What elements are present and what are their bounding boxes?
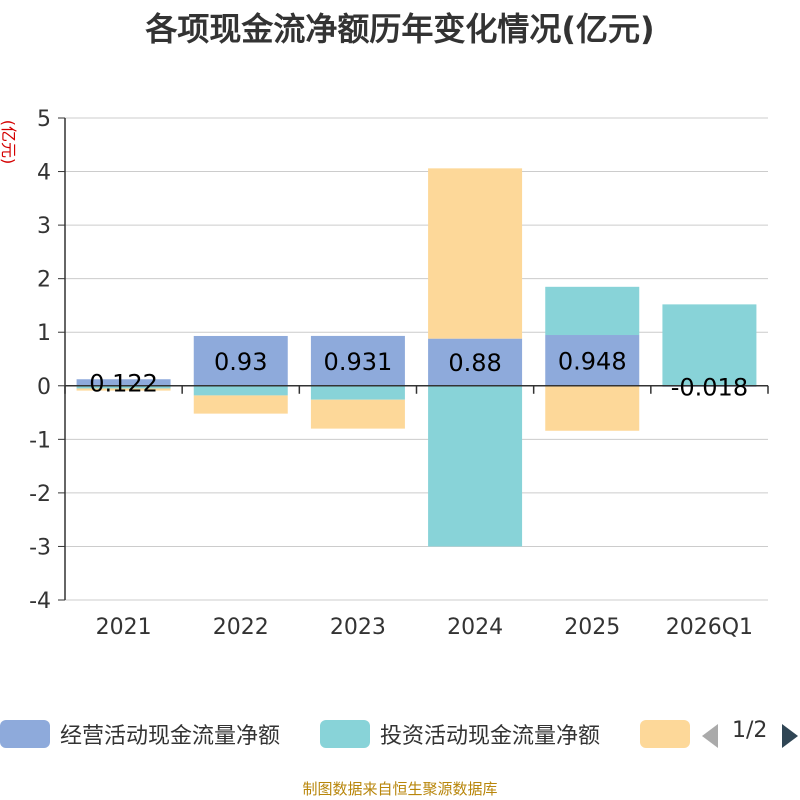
bar-investing-2021	[76, 385, 171, 389]
y-tick-label: -2	[29, 482, 51, 507]
y-tick-label: 2	[37, 268, 51, 293]
bar-financing-2023	[310, 399, 405, 429]
bar-operating-2024	[428, 338, 523, 386]
bar-investing-2023	[310, 385, 405, 400]
y-tick-label: -1	[29, 428, 51, 453]
bar-operating-2022	[193, 335, 288, 386]
data-label: 0.88	[448, 349, 501, 377]
pager-text: 1/2	[732, 718, 768, 743]
pager-next-icon[interactable]	[780, 722, 800, 750]
legend-pager: 1/2	[700, 714, 800, 758]
legend-label-operating: 经营活动现金流量净额	[60, 724, 281, 749]
chart-title: 各项现金流净额历年变化情况(亿元)	[145, 10, 655, 48]
legend-item-investing[interactable]: 投资活动现金流量净额	[320, 714, 630, 754]
y-axis-label: (亿元)	[0, 120, 18, 165]
x-tick-label: 2021	[96, 615, 152, 640]
legend-item-financing[interactable]	[640, 714, 690, 754]
y-tick-label: 4	[37, 161, 51, 186]
y-tick-label: 0	[37, 375, 51, 400]
bar-operating-2025	[545, 335, 640, 386]
bar-investing-2022	[193, 385, 288, 396]
bar-financing-2022	[193, 395, 288, 414]
data-label: 0.93	[214, 348, 267, 376]
pager-prev-icon[interactable]	[700, 722, 722, 750]
data-label: -0.018	[671, 373, 748, 401]
bar-financing-2021	[76, 388, 171, 391]
bar-financing-2025	[545, 385, 640, 431]
x-tick-label: 2025	[564, 615, 620, 640]
x-tick-label: 2023	[330, 615, 386, 640]
data-label: 0.931	[324, 348, 393, 376]
bar-investing-2024	[428, 385, 523, 547]
y-tick-label: -3	[29, 535, 51, 560]
y-tick-label: 3	[37, 214, 51, 239]
bar-investing-2025	[545, 286, 640, 336]
bar-operating-2023	[310, 335, 405, 386]
y-tick-label: -4	[29, 589, 51, 614]
bar-financing-2024	[428, 168, 523, 339]
legend-item-operating[interactable]: 经营活动现金流量净额	[0, 714, 310, 754]
legend-swatch-financing	[640, 720, 690, 748]
data-label: 0.948	[558, 347, 627, 375]
source-note: 制图数据来自恒生聚源数据库	[302, 780, 498, 798]
data-label: 0.122	[89, 370, 158, 398]
legend-swatch-operating	[0, 720, 50, 748]
bar-operating-2021	[76, 379, 171, 386]
legend-swatch-investing	[320, 720, 370, 748]
legend: 经营活动现金流量净额 投资活动现金流量净额	[0, 714, 800, 758]
bar-investing-2026Q1	[662, 304, 757, 386]
y-tick-label: 5	[37, 107, 51, 132]
y-tick-label: 1	[37, 321, 51, 346]
chart-plot: -4 -3 -2 -1 0 1 2 3 4 5 (亿元) 0.122 0.93 0.931 0.88 0.94…	[0, 107, 769, 640]
x-tick-label: 2024	[447, 615, 503, 640]
x-tick-label: 2022	[213, 615, 269, 640]
x-tick-label: 2026Q1	[666, 615, 753, 640]
legend-label-investing: 投资活动现金流量净额	[380, 724, 601, 749]
